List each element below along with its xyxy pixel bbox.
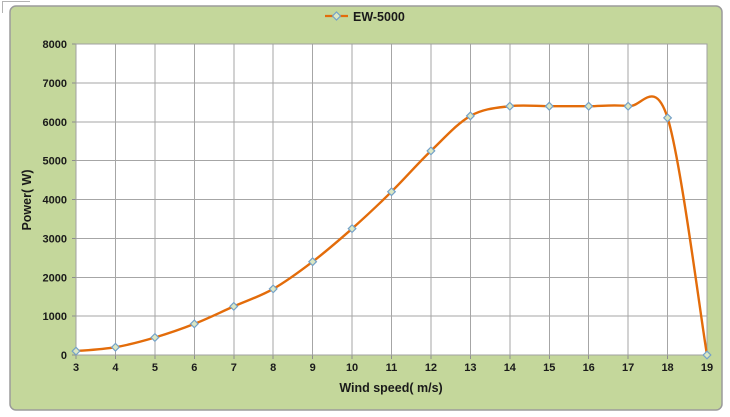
legend-label: EW-5000: [353, 10, 405, 24]
x-tick-label: 19: [701, 362, 713, 374]
data-point-marker: [544, 101, 554, 111]
y-tick-label: 7000: [43, 78, 67, 90]
x-tick-label: 15: [543, 362, 555, 374]
x-tick-label: 17: [622, 362, 634, 374]
x-tick-label: 16: [583, 362, 595, 374]
data-point-marker: [307, 257, 318, 267]
y-axis-tick-labels: 0 1000 2000 3000 4000 5000 6000 7000 8000: [43, 39, 67, 362]
plot-area-border: [75, 43, 708, 356]
x-tick-label: 11: [386, 362, 398, 374]
x-tick-label: 18: [661, 362, 673, 374]
data-point-marker: [110, 342, 121, 352]
x-tick-label: 5: [152, 362, 158, 374]
x-tick-label: 8: [270, 362, 276, 374]
data-point-marker: [347, 224, 357, 234]
data-point-marker: [189, 319, 199, 329]
data-point-marker: [268, 284, 278, 294]
x-tick-label: 7: [231, 362, 237, 374]
x-tick-label: 3: [73, 362, 79, 374]
x-tick-label: 10: [346, 362, 358, 374]
x-tick-label: 9: [310, 362, 316, 374]
data-point-marker: [702, 350, 712, 360]
data-point-marker: [150, 332, 160, 343]
series-markers: [71, 101, 712, 360]
data-point-marker: [662, 113, 673, 123]
y-axis-title: Power( W): [20, 169, 34, 230]
y-tick-label: 8000: [43, 39, 67, 51]
y-tick-label: 1000: [43, 311, 67, 323]
x-tick-label: 13: [464, 362, 476, 374]
legend-diamond-marker: [331, 11, 342, 21]
y-tick-label: 2000: [43, 272, 67, 284]
data-point-marker: [229, 301, 239, 312]
data-point-marker: [623, 101, 633, 111]
x-tick-label: 12: [425, 362, 437, 374]
data-point-marker: [386, 187, 397, 197]
data-point-marker: [465, 111, 476, 121]
y-tick-label: 3000: [43, 233, 67, 245]
x-tick-label: 14: [504, 362, 517, 374]
y-tick-label: 5000: [43, 156, 67, 168]
x-axis-tick-labels: 3 4 5 6 7 8 9 10 11 12 13 14 15 16 17 18 19: [73, 362, 713, 374]
x-tick-label: 4: [112, 362, 119, 374]
data-point-marker: [71, 346, 81, 356]
y-tick-label: 4000: [43, 195, 67, 207]
legend: EW-5000: [325, 10, 405, 24]
y-tick-label: 0: [61, 350, 67, 362]
spreadsheet-cell-artifact: [2, 1, 30, 13]
x-axis-title: Wind speed( m/s): [339, 381, 442, 395]
data-point-marker: [584, 101, 594, 111]
y-tick-label: 6000: [43, 117, 67, 129]
x-tick-label: 6: [191, 362, 197, 374]
data-point-marker: [426, 146, 436, 156]
data-point-marker: [505, 101, 515, 111]
